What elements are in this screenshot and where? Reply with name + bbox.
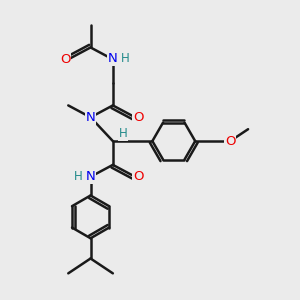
Text: O: O: [133, 111, 143, 124]
Text: N: N: [108, 52, 118, 65]
Text: O: O: [60, 53, 70, 66]
Text: H: H: [121, 52, 130, 65]
Text: O: O: [133, 170, 143, 183]
Text: H: H: [119, 127, 128, 140]
Text: N: N: [86, 170, 95, 183]
Text: H: H: [74, 170, 82, 183]
Text: O: O: [225, 135, 236, 148]
Text: N: N: [86, 111, 95, 124]
